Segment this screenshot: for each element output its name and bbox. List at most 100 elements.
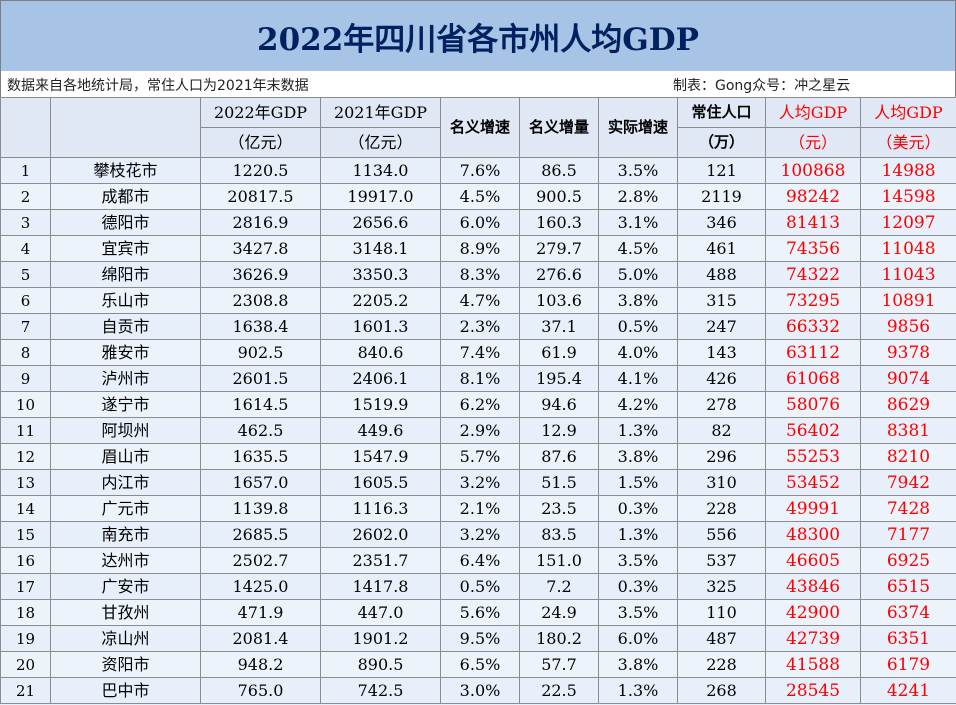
real-growth-cell: 1.3% [598, 417, 678, 444]
rank-cell: 3 [0, 209, 51, 236]
per-capita-cny-cell: 98242 [765, 183, 861, 210]
per-capita-usd-cell: 6374 [860, 599, 956, 626]
nominal-increase-cell: 103.6 [519, 287, 599, 314]
rank-cell: 15 [0, 521, 51, 548]
rank-cell: 7 [0, 313, 51, 340]
per-capita-usd-cell: 8629 [860, 391, 956, 418]
per-capita-cny-cell: 74322 [765, 261, 861, 288]
nominal-increase-cell: 61.9 [519, 339, 599, 366]
per-capita-cny-cell: 42739 [765, 625, 861, 652]
per-capita-cny-cell: 46605 [765, 547, 861, 574]
gdp2022-cell: 1139.8 [200, 495, 321, 522]
gdp2021-cell: 890.5 [320, 651, 441, 678]
header-nominal-increase: 名义增量 [519, 97, 599, 158]
gdp2021-cell: 2656.6 [320, 209, 441, 236]
per-capita-cny-cell: 42900 [765, 599, 861, 626]
per-capita-cny-cell: 58076 [765, 391, 861, 418]
nominal-increase-cell: 12.9 [519, 417, 599, 444]
rank-cell: 8 [0, 339, 51, 366]
header-population-unit: （万） [677, 127, 766, 158]
population-cell: 278 [677, 391, 766, 418]
per-capita-cny-cell: 100868 [765, 157, 861, 184]
header-population: 常住人口 [677, 97, 766, 128]
real-growth-cell: 3.8% [598, 287, 678, 314]
nominal-increase-cell: 23.5 [519, 495, 599, 522]
per-capita-cny-cell: 43846 [765, 573, 861, 600]
header-row-2: （亿元） （亿元） （万） （元） （美元） [1, 127, 956, 158]
source-note: 数据来自各地统计局，常住人口为2021年末数据 [7, 78, 309, 94]
header-city [50, 97, 201, 158]
gdp2021-cell: 2406.1 [320, 365, 441, 392]
header-real-growth: 实际增速 [598, 97, 678, 158]
gdp2021-cell: 2602.0 [320, 521, 441, 548]
gdp2021-cell: 2205.2 [320, 287, 441, 314]
city-cell: 甘孜州 [50, 599, 201, 626]
table-row: 2 成都市 20817.5 19917.0 4.5% 900.5 2.8% 2119 98242… [0, 183, 956, 210]
table-row: 18 甘孜州 471.9 447.0 5.6% 24.9 3.5% 110 42900 6374 [0, 599, 956, 626]
population-cell: 537 [677, 547, 766, 574]
rank-cell: 20 [0, 651, 51, 678]
nominal-growth-cell: 2.1% [440, 495, 520, 522]
header-per-capita-usd: 人均GDP [860, 97, 956, 128]
rank-cell: 17 [0, 573, 51, 600]
real-growth-cell: 1.3% [598, 677, 678, 704]
real-growth-cell: 4.2% [598, 391, 678, 418]
nominal-increase-cell: 151.0 [519, 547, 599, 574]
nominal-growth-cell: 8.9% [440, 235, 520, 262]
city-cell: 自贡市 [50, 313, 201, 340]
city-cell: 宜宾市 [50, 235, 201, 262]
table-row: 16 达州市 2502.7 2351.7 6.4% 151.0 3.5% 537 46605 69… [0, 547, 956, 574]
city-cell: 绵阳市 [50, 261, 201, 288]
nominal-increase-cell: 7.2 [519, 573, 599, 600]
per-capita-usd-cell: 9074 [860, 365, 956, 392]
population-cell: 488 [677, 261, 766, 288]
gdp2022-cell: 902.5 [200, 339, 321, 366]
per-capita-usd-cell: 6925 [860, 547, 956, 574]
population-cell: 315 [677, 287, 766, 314]
city-cell: 凉山州 [50, 625, 201, 652]
population-cell: 487 [677, 625, 766, 652]
population-cell: 110 [677, 599, 766, 626]
table-row: 8 雅安市 902.5 840.6 7.4% 61.9 4.0% 143 63112 9378 [0, 339, 956, 366]
nominal-growth-cell: 8.1% [440, 365, 520, 392]
per-capita-usd-cell: 7428 [860, 495, 956, 522]
gdp2022-cell: 462.5 [200, 417, 321, 444]
gdp2022-cell: 2502.7 [200, 547, 321, 574]
nominal-growth-cell: 6.0% [440, 209, 520, 236]
population-cell: 143 [677, 339, 766, 366]
per-capita-cny-cell: 74356 [765, 235, 861, 262]
rank-cell: 18 [0, 599, 51, 626]
per-capita-usd-cell: 11048 [860, 235, 956, 262]
header-per-capita-cny: 人均GDP [765, 97, 861, 128]
gdp2022-cell: 1635.5 [200, 443, 321, 470]
per-capita-cny-cell: 28545 [765, 677, 861, 704]
city-cell: 遂宁市 [50, 391, 201, 418]
gdp2021-cell: 449.6 [320, 417, 441, 444]
nominal-increase-cell: 86.5 [519, 157, 599, 184]
nominal-growth-cell: 3.2% [440, 469, 520, 496]
per-capita-usd-cell: 9378 [860, 339, 956, 366]
city-cell: 资阳市 [50, 651, 201, 678]
population-cell: 461 [677, 235, 766, 262]
per-capita-cny-cell: 49991 [765, 495, 861, 522]
table-row: 20 资阳市 948.2 890.5 6.5% 57.7 3.8% 228 41588 6179 [0, 651, 956, 678]
gdp2022-cell: 471.9 [200, 599, 321, 626]
per-capita-usd-cell: 11043 [860, 261, 956, 288]
gdp2022-cell: 1638.4 [200, 313, 321, 340]
city-cell: 眉山市 [50, 443, 201, 470]
rank-cell: 2 [0, 183, 51, 210]
table-row: 13 内江市 1657.0 1605.5 3.2% 51.5 1.5% 310 53452 794… [0, 469, 956, 496]
nominal-growth-cell: 6.4% [440, 547, 520, 574]
gdp2021-cell: 1519.9 [320, 391, 441, 418]
per-capita-usd-cell: 8210 [860, 443, 956, 470]
table-row: 4 宜宾市 3427.8 3148.1 8.9% 279.7 4.5% 461 74356 110… [0, 235, 956, 262]
header-per-capita-cny-unit: （元） [765, 127, 861, 158]
city-cell: 攀枝花市 [50, 157, 201, 184]
population-cell: 2119 [677, 183, 766, 210]
header-gdp2022-unit: （亿元） [200, 127, 321, 158]
source-note-row: 数据来自各地统计局，常住人口为2021年末数据 制表：Gong众号：冲之星云 [0, 71, 956, 97]
real-growth-cell: 3.5% [598, 599, 678, 626]
table-row: 6 乐山市 2308.8 2205.2 4.7% 103.6 3.8% 315 73295 108… [0, 287, 956, 314]
per-capita-cny-cell: 66332 [765, 313, 861, 340]
nominal-increase-cell: 276.6 [519, 261, 599, 288]
